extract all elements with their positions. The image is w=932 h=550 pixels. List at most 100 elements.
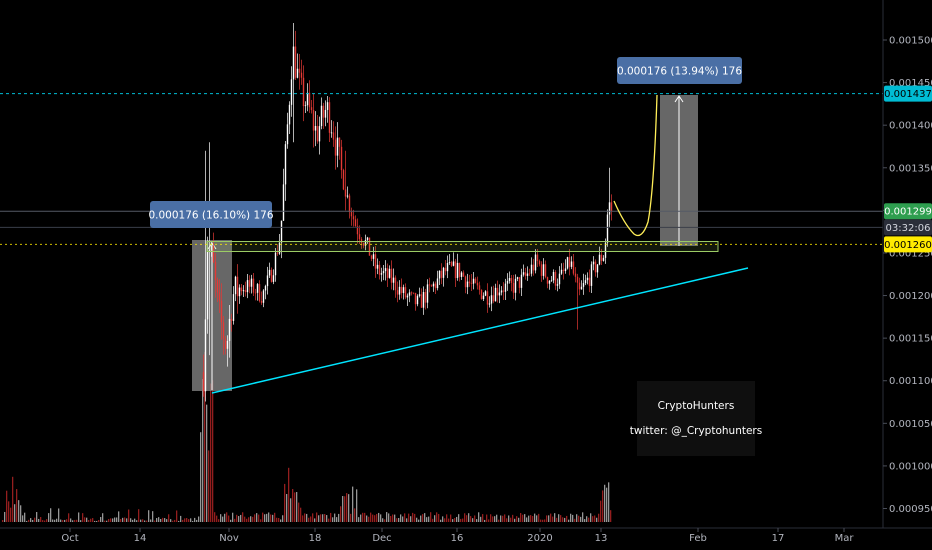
volume-bar (544, 519, 546, 522)
volume-bar (404, 513, 406, 522)
volume-bar (478, 512, 480, 522)
price-label-text: 0.001299 (884, 207, 932, 218)
volume-bar (202, 379, 204, 522)
volume-bar (98, 520, 100, 522)
volume-bar (198, 516, 200, 522)
volume-bar (300, 507, 302, 522)
candle-body (510, 278, 513, 283)
volume-bar (454, 517, 456, 522)
candle-body (310, 107, 313, 111)
volume-bar (162, 517, 164, 522)
volume-bar (206, 404, 208, 522)
measure-boxes (192, 95, 698, 391)
volume-bar (142, 519, 144, 522)
candle-body (482, 295, 485, 300)
candle-body (408, 292, 411, 296)
candle-body (342, 170, 345, 190)
price-label-text: 0.001437 (884, 89, 932, 100)
volume-bar (158, 517, 160, 522)
volume-bar (334, 513, 336, 522)
volume-bar (462, 518, 464, 522)
candle-body (264, 286, 267, 291)
volume-bar (268, 512, 270, 522)
candle-body (352, 216, 355, 220)
candle-body (532, 264, 535, 271)
volume-bar (56, 518, 58, 522)
volume-bar (166, 519, 168, 522)
volume-bar (524, 514, 526, 522)
volume-bar (278, 517, 280, 522)
volume-bar (168, 514, 170, 522)
volume-bar (128, 509, 130, 522)
volume-bar (294, 492, 296, 522)
volume-bar (34, 517, 36, 522)
volume-bar (342, 496, 344, 522)
price-label-bg (884, 203, 932, 220)
volume-bar (136, 520, 138, 522)
candle-body (332, 132, 335, 140)
volume-bar (510, 517, 512, 522)
volume-bar (312, 513, 314, 522)
volume-bar (520, 512, 522, 522)
volume-bar (336, 517, 338, 522)
candle-body (496, 287, 499, 296)
volume-bar (360, 514, 362, 522)
volume-bar (362, 512, 364, 522)
volume-bar (164, 518, 166, 522)
volume-bar (10, 507, 12, 522)
candle-body (412, 292, 415, 294)
volume-bar (24, 512, 26, 522)
volume-bar (356, 489, 358, 522)
volume-bar (92, 518, 94, 522)
volume-bar (534, 513, 536, 522)
volume-bar (592, 516, 594, 522)
candle-body (204, 319, 207, 392)
time-tick-label: Feb (689, 533, 707, 544)
volume-bar (236, 514, 238, 522)
candle-body (438, 270, 441, 279)
candle-body (508, 278, 511, 281)
candle-body (604, 242, 607, 258)
volume-bar (506, 518, 508, 522)
candle-body (458, 262, 461, 277)
volume-bar (192, 520, 194, 522)
time-axis[interactable]: Oct 14 Nov 18 Dec 16 2020 13 Feb 17 Mar (0, 527, 932, 544)
volume-bar (72, 520, 74, 522)
measure-annotation-right-bg (617, 57, 742, 84)
volume-bar (30, 518, 32, 522)
candle-body (248, 280, 251, 287)
candle-body (206, 250, 209, 320)
candle-body (608, 202, 611, 215)
volume-bar (274, 512, 276, 522)
volume-bars (2, 352, 612, 522)
volume-bar (482, 514, 484, 522)
time-tick-label: Nov (219, 533, 239, 544)
volume-bar (476, 519, 478, 522)
candle-body (348, 195, 351, 213)
candle-body (400, 286, 403, 293)
candle-body (434, 283, 437, 289)
candle-body (424, 292, 427, 303)
candle-body (212, 245, 215, 263)
volume-bar (536, 515, 538, 522)
volume-bar (214, 512, 216, 522)
candle-body (350, 212, 353, 217)
volume-bar (242, 512, 244, 522)
candle-body (324, 109, 327, 118)
candle-body (398, 286, 401, 295)
volume-bar (170, 519, 172, 522)
candle-body (430, 285, 433, 287)
candle-body (500, 290, 503, 293)
volume-bar (96, 520, 98, 522)
volume-bar (186, 517, 188, 522)
support-zone (206, 241, 719, 252)
candle-body (538, 260, 541, 265)
volume-bar (288, 467, 290, 522)
candle-body (474, 278, 477, 283)
volume-bar (350, 513, 352, 522)
candle-body (230, 318, 233, 321)
volume-bar (276, 517, 278, 522)
candle-body (282, 184, 285, 221)
volume-bar (184, 518, 186, 522)
